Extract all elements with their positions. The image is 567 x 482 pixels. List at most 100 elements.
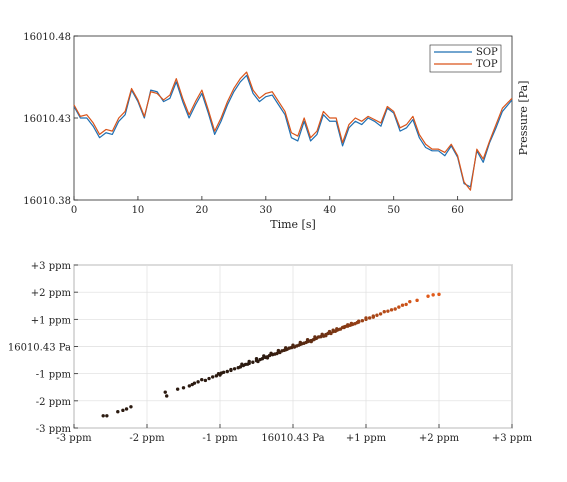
top-x-tick-label: 40 (323, 205, 336, 216)
scatter-point (256, 359, 260, 364)
top-x-ticks: 0 10 20 30 40 50 60 (71, 196, 464, 216)
legend-box (429, 44, 502, 73)
bottom-x-tick-label: 16010.43 Pa (261, 433, 324, 444)
bottom-x-tick-label: -2 ppm (129, 433, 165, 444)
top-x-tick-label: 50 (387, 205, 400, 216)
scatter-point (346, 323, 350, 327)
scatter-point (327, 329, 332, 334)
scatter-point (116, 410, 120, 414)
top-x-tick-label: 30 (259, 205, 272, 216)
scatter-point (284, 346, 288, 350)
scatter-point (397, 305, 401, 309)
top-x-tick-label: 10 (132, 205, 145, 216)
top-y-tick-label: 16010.43 (23, 114, 71, 125)
time-series-chart: 0 10 20 30 40 50 60 16010.38 16010.43 16010.48 T… (23, 32, 530, 231)
top-y-tick-label: 16010.38 (23, 196, 71, 207)
scatter-point (229, 368, 233, 373)
scatter-point (163, 390, 167, 394)
scatter-point (192, 381, 197, 385)
scatter-point (124, 407, 129, 411)
scatter-point (324, 333, 328, 338)
scatter-point (211, 375, 215, 379)
bottom-y-tick-label: +2 ppm (31, 288, 72, 299)
scatter-point (431, 293, 435, 297)
scatter-point (238, 365, 243, 369)
scatter-point (260, 357, 265, 361)
scatter-point (375, 313, 379, 317)
scatter-point (203, 378, 208, 383)
scatter-point (225, 369, 229, 374)
scatter-point (313, 335, 317, 339)
scatter-point (240, 362, 244, 366)
scatter-point (269, 351, 273, 355)
scatter-point (121, 408, 125, 413)
scatter-point (246, 362, 250, 366)
scatter-point (251, 360, 255, 364)
scatter-point (386, 309, 390, 313)
scatter-chart: -3 ppm -2 ppm -1 ppm 16010.43 Pa +1 ppm +2 pp… (8, 261, 533, 444)
top-x-axis-label: Time [s] (270, 218, 316, 231)
top-x-tick-label: 60 (451, 205, 464, 216)
scatter-point (357, 319, 361, 323)
scatter-point (404, 302, 408, 307)
scatter-point (221, 370, 226, 375)
legend-label-sop: SOP (476, 47, 498, 58)
scatter-point (382, 310, 386, 314)
bottom-y-tick-label: -2 ppm (36, 397, 72, 408)
bottom-y-tick-label: -3 ppm (36, 424, 72, 435)
top-series-lines (73, 71, 513, 191)
bottom-y-tick-label: +3 ppm (31, 261, 72, 272)
scatter-point (389, 308, 394, 312)
bottom-points (101, 292, 441, 418)
scatter-point (309, 339, 313, 344)
scatter-point (305, 338, 310, 342)
bottom-x-tick-label: -3 ppm (56, 433, 92, 444)
bottom-y-tick-label: 16010.43 Pa (8, 343, 71, 354)
bottom-y-tick-label: -1 ppm (36, 370, 72, 381)
legend: SOP TOP (429, 44, 502, 73)
scatter-point (276, 348, 281, 353)
scatter-point (214, 374, 219, 378)
scatter-point (265, 356, 270, 360)
top-x-tick-label: 20 (196, 205, 209, 216)
bottom-y-ticks: -3 ppm -2 ppm -1 ppm 16010.43 Pa +1 ppm +2 pp… (8, 261, 78, 435)
bottom-x-ticks: -3 ppm -2 ppm -1 ppm 16010.43 Pa +1 ppm +2 pp… (56, 424, 533, 444)
scatter-point (232, 367, 237, 371)
scatter-point (298, 340, 302, 345)
scatter-point (349, 321, 354, 326)
scatter-point (408, 299, 412, 304)
bottom-y-tick-label: +1 ppm (31, 315, 72, 326)
scatter-point (165, 394, 169, 398)
scatter-point (426, 294, 430, 298)
bottom-x-tick-label: +3 ppm (492, 433, 533, 444)
bottom-x-tick-label: +2 ppm (419, 433, 460, 444)
top-y-axis-label: Pressure [Pa] (517, 81, 530, 156)
scatter-point (393, 307, 397, 311)
scatter-point (342, 325, 346, 329)
scatter-point (181, 386, 186, 390)
scatter-point (101, 414, 105, 418)
top-x-tick-label: 0 (71, 205, 77, 216)
scatter-point (105, 414, 109, 418)
scatter-point (378, 312, 383, 316)
bottom-x-tick-label: +1 ppm (346, 433, 387, 444)
scatter-point (320, 332, 324, 336)
scatter-point (218, 373, 222, 377)
scatter-point (187, 384, 192, 388)
bottom-x-tick-label: -1 ppm (202, 433, 238, 444)
scatter-point (175, 387, 180, 391)
scatter-point (200, 377, 204, 382)
scatter-point (291, 343, 295, 347)
top-y-ticks: 16010.38 16010.43 16010.48 (23, 32, 78, 207)
scatter-point (400, 303, 405, 307)
top-y-tick-label: 16010.48 (23, 32, 71, 43)
scatter-point (367, 316, 372, 320)
scatter-point (371, 314, 375, 318)
scatter-point (437, 292, 441, 297)
scatter-point (262, 354, 266, 358)
scatter-point (335, 327, 339, 331)
scatter-point (129, 405, 133, 409)
scatter-point (415, 298, 419, 303)
legend-label-top: TOP (476, 59, 498, 70)
